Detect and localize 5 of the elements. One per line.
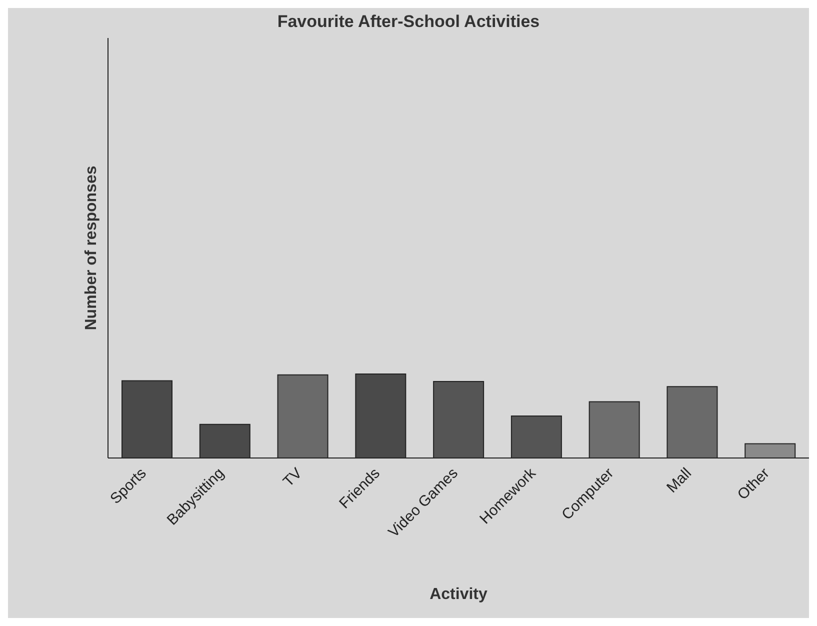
x-axis-title: Activity (428, 586, 488, 604)
x-tick-label: TV (280, 464, 306, 490)
chart-title: Favourite After-School Activities (276, 12, 541, 32)
x-tick-label: Mall (664, 464, 695, 496)
y-axis-title: Number of responses (83, 166, 101, 330)
